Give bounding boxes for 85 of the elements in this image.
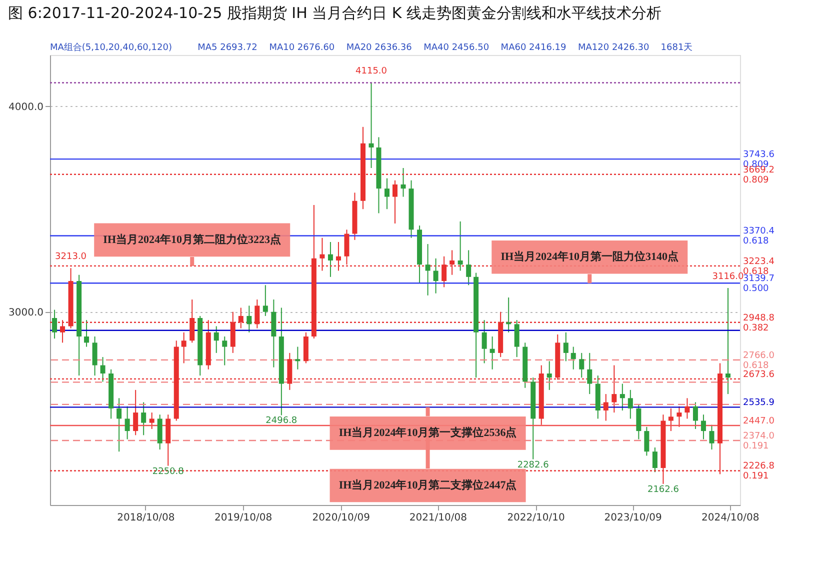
candlestick	[246, 305, 252, 333]
annotation: IH当月2024年10月第二阻力位3223点	[103, 232, 282, 246]
candlestick	[328, 241, 333, 278]
candlestick	[628, 389, 633, 420]
candlestick	[514, 320, 520, 358]
text: MA120 2426.30	[578, 43, 650, 53]
candlestick	[384, 178, 390, 210]
candlestick	[52, 309, 58, 340]
candlestick	[400, 168, 406, 198]
annotation: IH当月2024年10月第一阻力位3140点	[500, 250, 679, 264]
candlestick	[214, 326, 219, 354]
candlestick	[620, 383, 625, 411]
x-tick-label: 2022/10/10	[507, 512, 565, 524]
candlestick	[84, 320, 90, 348]
candlestick	[425, 244, 430, 296]
candlestick	[587, 352, 592, 395]
candlestick	[684, 398, 690, 420]
x-tick-label: 2024/10/08	[702, 512, 760, 524]
ref-line-label: 2447.0	[743, 416, 775, 426]
ref-line-label: 2374.0 0.191	[743, 431, 775, 452]
candlestick	[603, 394, 608, 422]
candlestick	[133, 389, 138, 436]
candlestick	[181, 332, 186, 364]
text: 1681天	[660, 42, 693, 53]
candlestick	[563, 332, 568, 362]
y-tick-label: 3000.0	[8, 307, 44, 318]
text: MA20 2636.36	[346, 43, 412, 53]
ref-line-label: 2535.9	[743, 398, 775, 408]
annotation: 2162.6	[647, 484, 680, 495]
annotation: IH当月2024年10月第一支撑位2536点	[338, 426, 517, 440]
candlestick	[570, 346, 576, 370]
candlestick	[490, 336, 495, 370]
x-tick-label: 2018/10/08	[117, 512, 175, 524]
candlestick	[392, 180, 398, 224]
x-tick-label: 2019/10/08	[214, 512, 272, 524]
ref-line-label: 3669.2 0.809	[743, 165, 774, 186]
chart-title: 图 6:2017-11-20-2024-10-25 股指期货 IH 当月合约日 K 线走势图黄金分割线和水平线技术分析	[8, 4, 662, 22]
candlestick	[141, 402, 146, 436]
text: MA组合(5,10,20,40,60,120)	[50, 42, 172, 53]
annotation: 2282.6	[517, 460, 550, 470]
candlestick	[676, 406, 682, 428]
candlestick	[636, 404, 642, 440]
x-tick-label: 2023/10/09	[604, 512, 662, 524]
candlestick	[466, 250, 472, 286]
x-tick-label: 2020/10/09	[312, 512, 370, 524]
candlestick	[116, 398, 122, 452]
text: MA10 2676.60	[269, 43, 335, 53]
text: MA60 2416.19	[500, 43, 567, 53]
candlestick	[222, 336, 228, 366]
text: MA40 2456.50	[424, 43, 490, 53]
candlestick	[124, 406, 130, 440]
text: MA5 2693.72	[198, 43, 258, 53]
candlestick	[709, 424, 714, 450]
candlestick	[433, 258, 438, 294]
annotation: 3213.0	[55, 252, 87, 262]
candlestick	[482, 320, 487, 364]
y-tick-label: 4000.0	[8, 102, 44, 113]
ref-line-label: 2226.8 0.191	[743, 462, 775, 482]
candlestick	[726, 288, 730, 395]
x-tick-label: 2021/10/08	[409, 512, 467, 524]
annotation: IH当月2024年10月第二支撑位2447点	[338, 478, 517, 492]
candlestick	[652, 446, 658, 473]
annotation: 4115.0	[356, 66, 388, 77]
candlestick	[92, 336, 98, 376]
ref-line-label: 2673.6	[743, 370, 775, 380]
ref-line-label: 3370.4 0.618	[743, 226, 775, 247]
ref-line-label: 3139.7 0.500	[743, 274, 774, 294]
candlestick	[368, 82, 374, 169]
candlestick	[506, 296, 512, 333]
candlestick	[100, 356, 106, 382]
candlestick	[295, 346, 300, 370]
candlestick	[700, 414, 706, 440]
candlestick	[692, 402, 698, 430]
annotation: 2496.8	[266, 416, 298, 426]
annotation: 2250.8	[152, 466, 184, 477]
candlestick	[546, 360, 552, 390]
annotation: 3116.0	[712, 272, 744, 282]
candlestick	[644, 426, 650, 456]
ref-line-label: 2948.8 0.382	[743, 313, 775, 334]
candlestick	[458, 220, 463, 272]
ref-line-label: 2766.0 0.618	[743, 350, 775, 371]
candlestick	[262, 284, 268, 316]
candlestick	[668, 408, 674, 432]
candlestick	[149, 412, 154, 430]
candlestick	[579, 352, 584, 378]
